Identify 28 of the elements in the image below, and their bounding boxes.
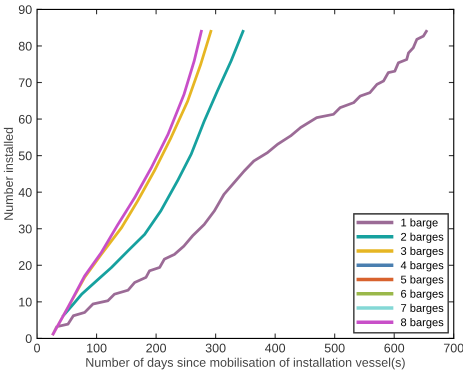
legend-label: 5 barges xyxy=(400,275,444,286)
x-tick-label: 200 xyxy=(146,344,166,352)
line-series xyxy=(62,30,244,318)
x-tick-label: 100 xyxy=(87,344,107,352)
x-tick-label: 600 xyxy=(384,344,404,352)
legend-label: 7 barges xyxy=(401,304,444,314)
legend-label: 2 barges xyxy=(401,232,444,243)
y-axis-title: Number installed xyxy=(4,128,14,220)
legend-label: 3 barges xyxy=(400,246,444,258)
y-tick-label: 50 xyxy=(18,151,32,160)
y-tick-label: 30 xyxy=(18,224,32,234)
y-tick-label: 10 xyxy=(19,298,32,306)
y-tick-label: 80 xyxy=(18,42,32,51)
y-tick-label: 0 xyxy=(26,334,32,344)
x-tick-label: 0 xyxy=(34,344,40,352)
legend-label: 8 barges xyxy=(400,318,444,328)
x-tick-label: 500 xyxy=(324,344,345,352)
legend-label: 1 barge xyxy=(401,218,438,229)
x-axis-title: Number of days since mobilisation of installation vessel(s) xyxy=(86,358,405,370)
y-tick-label: 70 xyxy=(18,78,32,88)
y-tick-label: 60 xyxy=(18,114,32,124)
y-tick-label: 20 xyxy=(18,261,32,270)
legend-label: 6 barges xyxy=(401,290,444,300)
x-tick-label: 400 xyxy=(265,344,286,352)
y-tick-label: 90 xyxy=(18,5,32,14)
y-tick-label: 40 xyxy=(18,188,32,197)
legend-label: 4 barges xyxy=(400,261,444,272)
x-tick-label: 300 xyxy=(206,344,226,352)
